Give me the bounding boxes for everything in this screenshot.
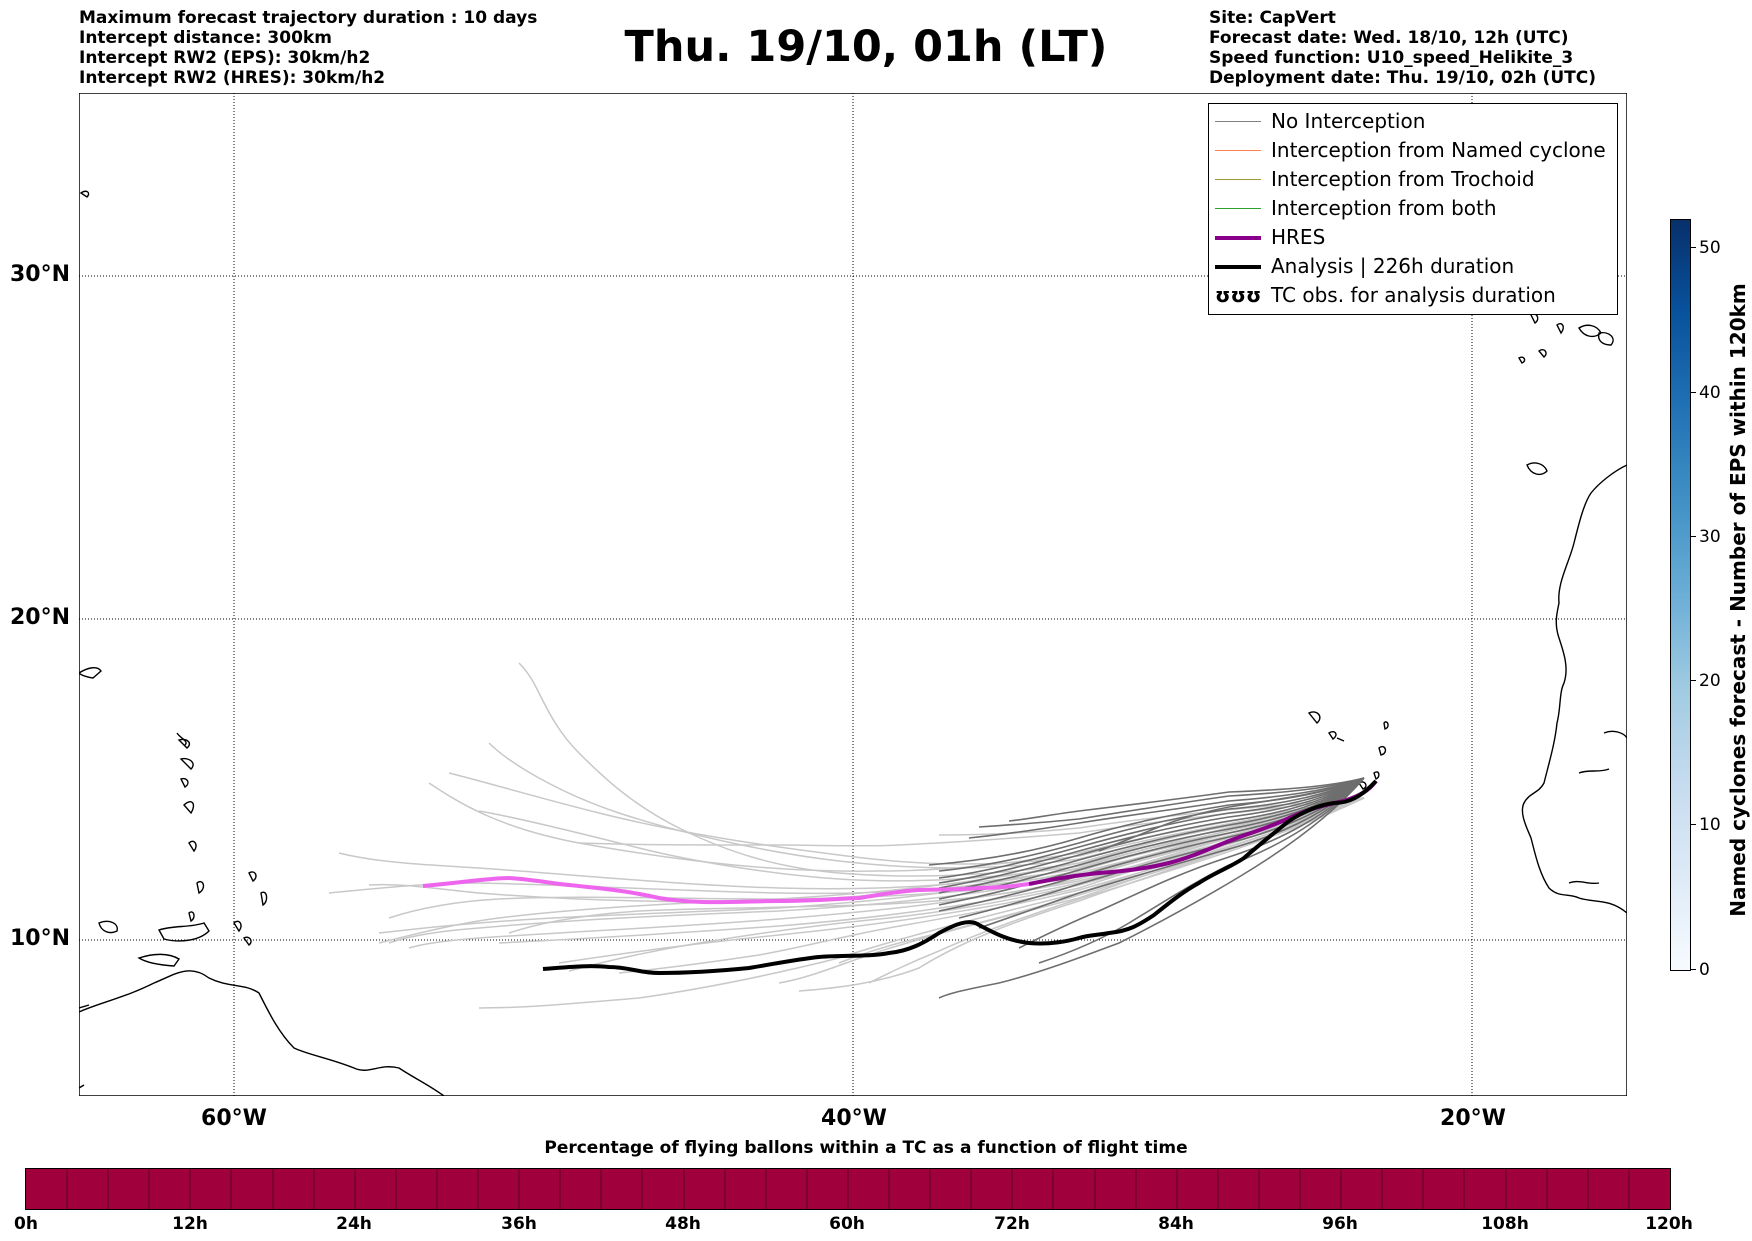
- legend-swatch: [1215, 121, 1261, 122]
- info-line: Maximum forecast trajectory duration : 1…: [79, 8, 538, 28]
- flight-time-tick-label: 84h: [1158, 1214, 1194, 1234]
- legend-swatch: [1215, 208, 1261, 209]
- info-line: Forecast date: Wed. 18/10, 12h (UTC): [1209, 28, 1569, 48]
- legend-swatch: [1215, 236, 1261, 240]
- colorbar-tick: [1690, 392, 1696, 393]
- info-line: Intercept distance: 300km: [79, 28, 332, 48]
- flight-time-tick-label: 108h: [1481, 1214, 1529, 1234]
- flight-time-tick-label: 96h: [1322, 1214, 1358, 1234]
- analysis-trajectory: [542, 779, 1378, 976]
- legend-item-trochoid: Interception from Trochoid: [1209, 167, 1617, 191]
- colorbar-segment-lines: [66, 1169, 1630, 1209]
- legend-swatch: [1215, 265, 1261, 269]
- colorbar-grid: [66, 1169, 1630, 1209]
- legend-label: Interception from Named cyclone: [1271, 138, 1606, 162]
- colorbar-tick: [1690, 824, 1696, 825]
- lat-label-20n: 20°N: [9, 605, 70, 630]
- legend-label: Interception from Trochoid: [1271, 167, 1535, 191]
- map-legend: No Interception Interception from Named …: [1208, 103, 1618, 315]
- legend-item-named-cyclone: Interception from Named cyclone: [1209, 138, 1617, 162]
- info-line: Deployment date: Thu. 19/10, 02h (UTC): [1209, 68, 1596, 88]
- flight-time-colorbar: [25, 1168, 1671, 1210]
- site-parameters: Site: CapVert Forecast date: Wed. 18/10,…: [1209, 8, 1596, 88]
- colorbar-tick: [1690, 969, 1696, 970]
- flight-time-tick-label: 24h: [336, 1214, 372, 1234]
- legend-label: HRES: [1271, 225, 1326, 249]
- legend-item-no-interception: No Interception: [1209, 109, 1617, 133]
- lon-label-60w: 60°W: [201, 1106, 267, 1131]
- colorbar-tick-label: 50: [1699, 238, 1721, 258]
- colorbar-axis-label: Named cyclones forecast - Number of EPS …: [1726, 283, 1750, 917]
- colorbar-tick-label: 40: [1699, 383, 1721, 403]
- colorbar-tick: [1690, 536, 1696, 537]
- legend-label: Interception from both: [1271, 196, 1497, 220]
- legend-swatch: [1215, 179, 1261, 180]
- legend-swatch: [1215, 150, 1261, 151]
- legend-label: Analysis | 226h duration: [1271, 254, 1515, 278]
- flight-time-tick-label: 36h: [501, 1214, 537, 1234]
- flight-time-tick-label: 72h: [994, 1214, 1030, 1234]
- flight-time-tick-label: 120h: [1645, 1214, 1693, 1234]
- cyclone-symbol-icon: ʊʊʊ: [1215, 283, 1262, 307]
- info-line: Site: CapVert: [1209, 8, 1336, 28]
- colorbar-tick-label: 30: [1699, 527, 1721, 547]
- flight-time-colorbar-title: Percentage of flying ballons within a TC…: [544, 1138, 1188, 1158]
- forecast-parameters: Maximum forecast trajectory duration : 1…: [79, 8, 537, 88]
- legend-label: No Interception: [1271, 109, 1426, 133]
- legend-item-tc-obs: ʊʊʊ TC obs. for analysis duration: [1209, 283, 1617, 307]
- hres-trajectory-far: [422, 875, 1030, 905]
- lat-label-10n: 10°N: [9, 926, 70, 951]
- colorbar-tick: [1690, 680, 1696, 681]
- lat-label-30n: 30°N: [9, 262, 70, 287]
- map-title: Thu. 19/10, 01h (LT): [624, 22, 1108, 72]
- info-line: Speed function: U10_speed_Helikite_3: [1209, 48, 1574, 68]
- info-line: Intercept RW2 (EPS): 30km/h2: [79, 48, 371, 68]
- legend-item-hres: HRES: [1209, 225, 1617, 249]
- info-line: Intercept RW2 (HRES): 30km/h2: [79, 68, 386, 88]
- flight-time-tick-label: 48h: [665, 1214, 701, 1234]
- colorbar-tick: [1690, 247, 1696, 248]
- legend-item-both: Interception from both: [1209, 196, 1617, 220]
- coastlines: [79, 190, 1627, 1096]
- legend-item-analysis: Analysis | 226h duration: [1209, 254, 1617, 278]
- flight-time-tick-label: 0h: [14, 1214, 38, 1234]
- cyclone-count-colorbar: [1670, 219, 1691, 971]
- flight-time-tick-label: 12h: [172, 1214, 208, 1234]
- lon-label-40w: 40°W: [821, 1106, 887, 1131]
- legend-label: TC obs. for analysis duration: [1271, 283, 1556, 307]
- colorbar-tick-label: 20: [1699, 671, 1721, 691]
- lon-label-20w: 20°W: [1440, 1106, 1506, 1131]
- flight-time-tick-label: 60h: [829, 1214, 865, 1234]
- colorbar-tick-label: 10: [1699, 815, 1721, 835]
- colorbar-tick-label: 0: [1699, 960, 1710, 980]
